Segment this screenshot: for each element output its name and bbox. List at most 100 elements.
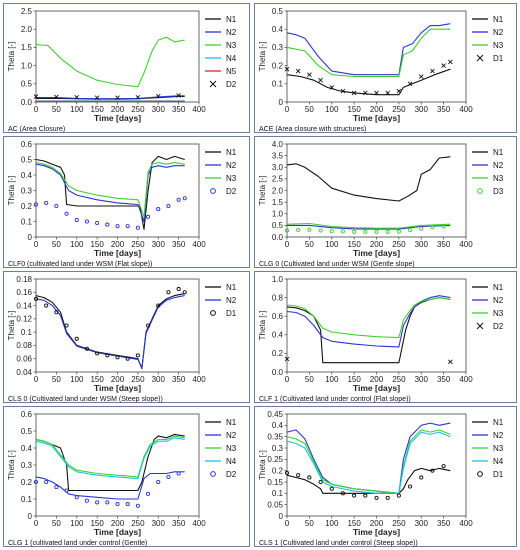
legend-label-n3: N3 — [226, 174, 237, 183]
legend-label-n1: N1 — [493, 148, 504, 157]
y-tick-label: 0.0 — [272, 233, 284, 242]
x-marker-stroke — [430, 68, 435, 74]
y-axis-label: Theta [-] — [7, 450, 16, 480]
legend-label-d2: D2 — [226, 470, 237, 479]
legend-label-d1: D1 — [493, 54, 504, 63]
x-marker-stroke — [329, 85, 335, 90]
data-point-d1 — [105, 353, 110, 358]
panel-caption: CLF0 (cultivated land under WSM (Flat sl… — [8, 261, 152, 268]
data-point-d1 — [351, 90, 357, 96]
x-tick-label: 300 — [152, 375, 166, 384]
x-tick-label: 200 — [370, 519, 384, 528]
data-point-d2 — [44, 479, 49, 485]
x-tick-label: 400 — [459, 240, 473, 249]
x-marker-stroke — [351, 90, 357, 96]
data-point-d2 — [176, 93, 181, 98]
y-tick-label: 0.1 — [21, 495, 33, 504]
data-point-d2 — [54, 485, 59, 490]
series-line-n2 — [287, 224, 451, 230]
x-axis-label: Time [days] — [94, 113, 141, 123]
series-line-n3 — [286, 28, 451, 78]
y-tick-label: 0.1 — [21, 217, 33, 226]
y-tick-label: 0.4 — [21, 444, 33, 453]
y-tick-label: 1.0 — [272, 275, 284, 284]
data-point-d1 — [329, 85, 335, 90]
y-axis-label: Theta [-] — [7, 176, 16, 206]
x-tick-label: 150 — [347, 105, 361, 114]
data-point-d1 — [340, 88, 346, 94]
data-point-d1 — [307, 475, 312, 480]
x-tick-label: 50 — [305, 375, 314, 384]
legend-label-n4: N4 — [226, 457, 237, 466]
y-tick-label: 0.14 — [16, 301, 32, 310]
y-axis-label: Theta [-] — [258, 450, 267, 480]
x-tick-label: 200 — [370, 240, 384, 249]
panel-caption: CLS 0 (Cultivated land under WSM (Steep … — [8, 396, 163, 403]
data-point-d2 — [166, 474, 171, 479]
chart-svg-clf0: 0 50 100 150 200 250 300 350 400 0 0.1 0.2 0.3 0.4 0.5… — [7, 140, 237, 268]
data-point-d1 — [340, 491, 345, 496]
chart-panel-clf0: 0 50 100 150 200 250 300 350 400 0 0.1 0.2 0.3 0.4 0.5… — [3, 136, 250, 268]
y-tick-label: 0.6 — [21, 140, 33, 149]
legend-label-n3: N3 — [226, 444, 237, 453]
x-marker-stroke — [476, 54, 484, 62]
x-tick-label: 100 — [325, 375, 339, 384]
y-tick-label: 0.1 — [272, 80, 284, 89]
x-marker-stroke — [54, 94, 59, 100]
data-point-d2 — [64, 488, 69, 493]
panel-caption: CLG 0 (Cultivated land under WSM (Gentle… — [259, 261, 415, 268]
data-point-d1 — [396, 493, 401, 498]
legend-label-n2: N2 — [493, 296, 504, 305]
x-tick-label: 400 — [459, 105, 473, 114]
plot-area — [35, 413, 200, 517]
chart-svg-clg0: 0 50 100 150 200 250 300 350 400 0.0 0.5 1.0 1.5 2.0 2… — [258, 140, 504, 268]
data-point-d2 — [105, 500, 110, 505]
data-point-d1 — [125, 356, 130, 361]
data-point-d2 — [44, 200, 49, 205]
y-tick-label: 0.8 — [272, 293, 284, 302]
data-point-d2 — [95, 500, 100, 505]
x-tick-label: 200 — [370, 375, 384, 384]
legend-label-n2: N2 — [226, 28, 237, 37]
legend-label-n2: N2 — [493, 431, 504, 440]
legend-label-n3: N3 — [226, 41, 237, 50]
y-tick-label: 0.45 — [267, 410, 283, 419]
chart-panel-ac: 0 50 100 150 200 250 300 350 400 0.0 0.5 1.0 1.5 2.0 2… — [3, 3, 250, 133]
data-point-d1 — [156, 303, 161, 308]
data-point-d2 — [84, 219, 89, 224]
data-point-d1 — [307, 72, 312, 78]
data-point-d2 — [54, 203, 59, 209]
legend-label-n3: N3 — [493, 174, 504, 183]
data-point-d1 — [396, 88, 402, 94]
x-tick-label: 300 — [152, 519, 166, 528]
legend-label-n3: N3 — [493, 309, 504, 318]
x-marker-stroke — [441, 63, 446, 68]
y-tick-label: 0.5 — [272, 7, 284, 16]
x-tick-label: 400 — [459, 519, 473, 528]
y-tick-label: 2.5 — [272, 175, 284, 184]
y-tick-label: 0.5 — [21, 427, 33, 436]
data-point-d3 — [374, 229, 379, 234]
x-tick-label: 200 — [111, 519, 125, 528]
data-point-d1 — [374, 495, 379, 500]
panel-caption: CLS 1 (Cultivated land under control (St… — [259, 540, 418, 547]
legend-label-d3: D3 — [493, 187, 504, 196]
plot-area — [35, 278, 200, 373]
data-point-d1 — [441, 464, 446, 469]
x-axis-label: Time [days] — [353, 383, 400, 393]
data-point-d1 — [318, 77, 323, 83]
y-tick-label: 0.2 — [272, 466, 284, 475]
data-point-d1 — [74, 336, 79, 341]
legend-label-d2: D2 — [493, 322, 504, 331]
data-point-d3 — [284, 228, 290, 233]
data-point-d2 — [105, 222, 110, 227]
data-point-d2 — [146, 491, 151, 496]
data-point-d2 — [33, 202, 39, 207]
panel-caption: CLG 1 (cultivated land under control (Ge… — [8, 540, 147, 547]
series-line-n4 — [286, 431, 451, 494]
y-tick-label: 0.25 — [267, 455, 283, 464]
x-tick-label: 400 — [192, 105, 206, 114]
data-point-d1 — [95, 351, 100, 356]
x-marker-stroke — [374, 90, 379, 96]
data-point-d2 — [156, 479, 161, 485]
